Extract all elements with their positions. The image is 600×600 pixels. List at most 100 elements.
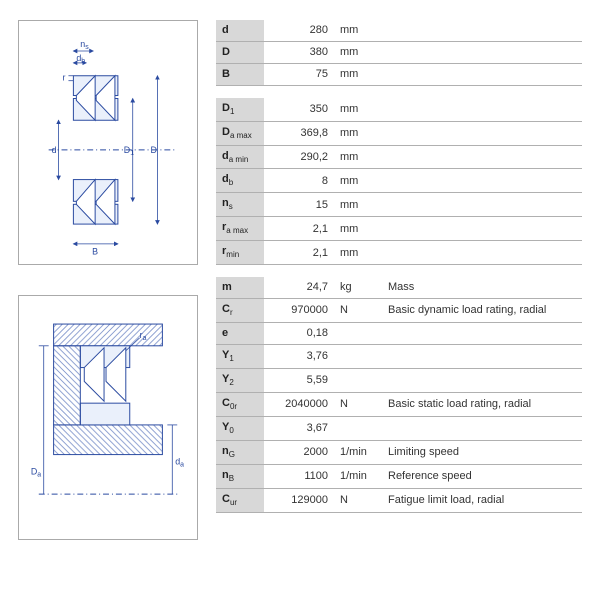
symbol-cell: db <box>216 169 264 193</box>
symbol-cell: Da max <box>216 121 264 145</box>
symbol-cell: B <box>216 63 264 85</box>
symbol-cell: Cur <box>216 489 264 513</box>
unit-cell: 1/min <box>334 465 382 489</box>
description-cell: Reference speed <box>382 465 582 489</box>
unit-cell <box>334 345 382 369</box>
lbl-D: D <box>151 145 157 155</box>
description-cell <box>382 417 582 441</box>
description-cell <box>382 145 582 169</box>
value-cell: 970000 <box>264 299 334 323</box>
description-cell <box>382 217 582 241</box>
value-cell: 8 <box>264 169 334 193</box>
symbol-cell: Y0 <box>216 417 264 441</box>
symbol-cell: nG <box>216 441 264 465</box>
symbol-cell: Y1 <box>216 345 264 369</box>
description-cell <box>382 20 582 41</box>
description-cell <box>382 193 582 217</box>
symbol-cell: da min <box>216 145 264 169</box>
bearing-cross-section-diagram: ns db r d D1 D B <box>18 20 198 265</box>
value-cell: 380 <box>264 41 334 63</box>
symbol-cell: m <box>216 277 264 298</box>
table-row: rmin2,1mm <box>216 241 582 265</box>
description-cell <box>382 369 582 393</box>
table-row: Y03,67 <box>216 417 582 441</box>
unit-cell: mm <box>334 41 382 63</box>
unit-cell: N <box>334 489 382 513</box>
table-row: ns15mm <box>216 193 582 217</box>
spec-table-2: m24,7kgMassCr970000NBasic dynamic load r… <box>216 277 582 513</box>
symbol-cell: Cr <box>216 299 264 323</box>
description-cell <box>382 121 582 145</box>
table-row: Y25,59 <box>216 369 582 393</box>
unit-cell <box>334 323 382 345</box>
symbol-cell: D1 <box>216 98 264 121</box>
unit-cell: mm <box>334 63 382 85</box>
symbol-cell: e <box>216 323 264 345</box>
description-cell <box>382 345 582 369</box>
unit-cell: mm <box>334 193 382 217</box>
description-cell: Basic dynamic load rating, radial <box>382 299 582 323</box>
description-cell <box>382 241 582 265</box>
table-row: ra max2,1mm <box>216 217 582 241</box>
unit-cell: mm <box>334 169 382 193</box>
table-row: Cr970000NBasic dynamic load rating, radi… <box>216 299 582 323</box>
unit-cell <box>334 369 382 393</box>
value-cell: 2,1 <box>264 241 334 265</box>
symbol-cell: d <box>216 20 264 41</box>
table-row: Cur129000NFatigue limit load, radial <box>216 489 582 513</box>
bearing-mounting-diagram: ra Da da <box>18 295 198 540</box>
description-cell: Limiting speed <box>382 441 582 465</box>
value-cell: 2,1 <box>264 217 334 241</box>
unit-cell: mm <box>334 145 382 169</box>
symbol-cell: Y2 <box>216 369 264 393</box>
unit-cell: N <box>334 393 382 417</box>
lbl-B: B <box>92 247 98 257</box>
symbol-cell: D <box>216 41 264 63</box>
unit-cell: mm <box>334 217 382 241</box>
table-row: m24,7kgMass <box>216 277 582 298</box>
value-cell: 1100 <box>264 465 334 489</box>
description-cell <box>382 41 582 63</box>
lbl-d: d <box>52 145 57 155</box>
unit-cell: mm <box>334 241 382 265</box>
symbol-cell: nB <box>216 465 264 489</box>
value-cell: 5,59 <box>264 369 334 393</box>
table-row: Da max369,8mm <box>216 121 582 145</box>
symbol-cell: rmin <box>216 241 264 265</box>
table-row: d280mm <box>216 20 582 41</box>
spec-table-0: d280mmD380mmB75mm <box>216 20 582 86</box>
description-cell <box>382 323 582 345</box>
description-cell: Mass <box>382 277 582 298</box>
unit-cell: kg <box>334 277 382 298</box>
symbol-cell: C0r <box>216 393 264 417</box>
table-row: D380mm <box>216 41 582 63</box>
value-cell: 290,2 <box>264 145 334 169</box>
table-row: B75mm <box>216 63 582 85</box>
table-row: da min290,2mm <box>216 145 582 169</box>
value-cell: 75 <box>264 63 334 85</box>
svg-text:Da: Da <box>31 466 41 478</box>
lbl-r: r <box>63 73 66 83</box>
description-cell <box>382 63 582 85</box>
unit-cell: 1/min <box>334 441 382 465</box>
symbol-cell: ns <box>216 193 264 217</box>
value-cell: 350 <box>264 98 334 121</box>
description-cell: Basic static load rating, radial <box>382 393 582 417</box>
value-cell: 2000 <box>264 441 334 465</box>
unit-cell: N <box>334 299 382 323</box>
unit-cell: mm <box>334 121 382 145</box>
value-cell: 2040000 <box>264 393 334 417</box>
value-cell: 3,76 <box>264 345 334 369</box>
unit-cell: mm <box>334 20 382 41</box>
value-cell: 369,8 <box>264 121 334 145</box>
value-cell: 129000 <box>264 489 334 513</box>
unit-cell <box>334 417 382 441</box>
value-cell: 15 <box>264 193 334 217</box>
table-row: nG20001/minLimiting speed <box>216 441 582 465</box>
description-cell: Fatigue limit load, radial <box>382 489 582 513</box>
value-cell: 24,7 <box>264 277 334 298</box>
table-row: nB11001/minReference speed <box>216 465 582 489</box>
table-row: D1350mm <box>216 98 582 121</box>
svg-text:da: da <box>175 456 184 468</box>
table-row: db8mm <box>216 169 582 193</box>
